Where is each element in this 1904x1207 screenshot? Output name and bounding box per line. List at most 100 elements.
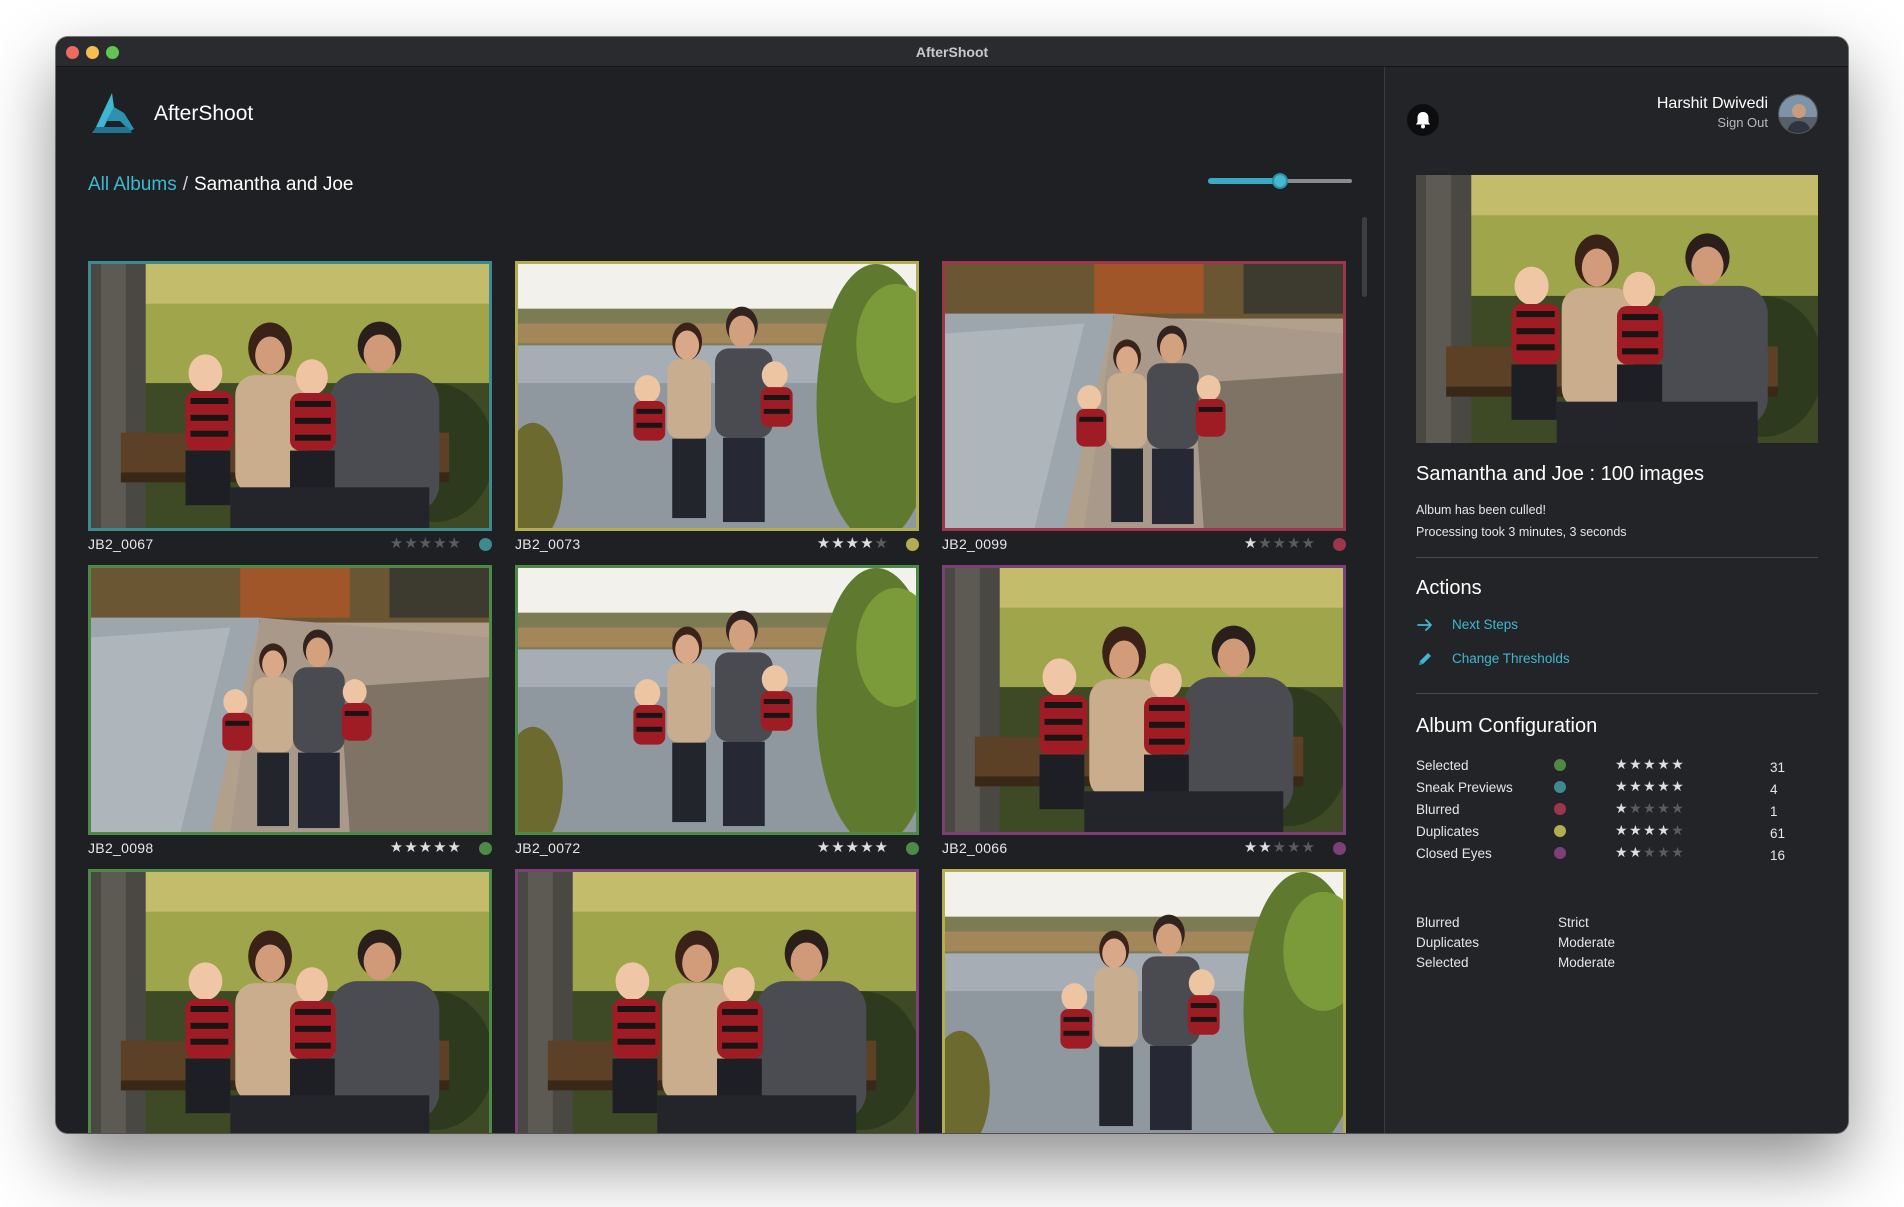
zoom-window-button[interactable]	[106, 46, 119, 59]
config-rating: ★★★★★	[1615, 800, 1685, 817]
next-steps-action[interactable]: Next Steps	[1416, 615, 1616, 637]
star-icon[interactable]: ★	[874, 535, 889, 552]
threshold-value: Strict	[1558, 915, 1589, 930]
star-icon[interactable]: ★	[1287, 839, 1302, 856]
avatar[interactable]	[1778, 94, 1818, 134]
star-icon: ★	[1671, 756, 1686, 772]
star-icon: ★	[1671, 778, 1686, 794]
star-icon: ★	[1657, 822, 1672, 838]
photo-filename: JB2_0067	[88, 536, 154, 552]
star-icon[interactable]: ★	[389, 535, 405, 552]
photo-image	[91, 264, 489, 528]
photo-card[interactable]: JB2_0067 ★★★★★	[88, 261, 492, 557]
star-icon[interactable]: ★	[433, 839, 448, 856]
photo-thumbnail[interactable]	[942, 261, 1346, 531]
star-icon: ★	[1615, 800, 1630, 816]
photo-card[interactable]: JB2_0066 ★★★★★	[942, 565, 1346, 861]
photo-rating[interactable]: ★★★★★	[390, 534, 462, 552]
photo-thumbnail[interactable]	[88, 869, 492, 1133]
star-icon[interactable]: ★	[816, 839, 832, 856]
grid-scrollbar[interactable]	[1362, 217, 1367, 297]
star-icon[interactable]: ★	[447, 839, 462, 856]
breadcrumb-separator: /	[182, 174, 188, 195]
star-icon[interactable]: ★	[1301, 839, 1316, 856]
star-icon[interactable]: ★	[418, 839, 434, 856]
star-icon[interactable]: ★	[845, 839, 861, 856]
star-icon: ★	[1657, 844, 1672, 860]
photo-image	[91, 568, 489, 832]
star-icon: ★	[1643, 822, 1658, 838]
star-icon[interactable]: ★	[404, 535, 419, 552]
threshold-row: Selected Moderate	[1416, 955, 1818, 975]
star-icon[interactable]: ★	[1287, 535, 1302, 552]
divider	[1416, 557, 1818, 558]
photo-rating[interactable]: ★★★★★	[817, 838, 889, 856]
star-icon[interactable]: ★	[831, 535, 846, 552]
star-icon[interactable]: ★	[1272, 839, 1288, 856]
photo-thumbnail[interactable]	[88, 261, 492, 531]
star-icon[interactable]: ★	[874, 839, 889, 856]
photo-thumbnail[interactable]	[942, 565, 1346, 835]
config-label: Blurred	[1416, 802, 1460, 817]
photo-card[interactable]: JB2_0072 ★★★★★	[515, 565, 919, 861]
sign-out-link[interactable]: Sign Out	[1717, 115, 1768, 130]
photo-filename: JB2_0073	[515, 536, 581, 552]
config-color-dot	[1554, 825, 1566, 837]
photo-thumbnail[interactable]	[515, 869, 919, 1133]
config-count: 16	[1770, 848, 1786, 863]
photo-card[interactable]: JB2_0058★★★★★	[515, 869, 919, 1133]
config-row: Closed Eyes ★★★★★ 16	[1416, 843, 1818, 865]
photo-image	[518, 872, 916, 1133]
star-icon[interactable]: ★	[1258, 839, 1273, 856]
star-icon[interactable]: ★	[433, 535, 448, 552]
star-icon[interactable]: ★	[1243, 535, 1259, 552]
photo-card[interactable]: JB2_0073 ★★★★★	[515, 261, 919, 557]
star-icon: ★	[1643, 844, 1658, 860]
star-icon[interactable]: ★	[1272, 535, 1288, 552]
change-thresholds-action[interactable]: Change Thresholds	[1416, 649, 1616, 671]
photo-caption: JB2_0073 ★★★★★	[515, 533, 919, 557]
photo-thumbnail[interactable]	[88, 565, 492, 835]
breadcrumb-all-albums-link[interactable]: All Albums	[88, 174, 177, 195]
star-icon[interactable]: ★	[389, 839, 405, 856]
photo-filename: JB2_0072	[515, 840, 581, 856]
star-icon[interactable]: ★	[1243, 839, 1259, 856]
star-icon[interactable]: ★	[831, 839, 846, 856]
photo-rating[interactable]: ★★★★★	[1244, 838, 1316, 856]
aftershoot-logo-icon	[92, 93, 134, 133]
photo-thumbnail[interactable]	[515, 261, 919, 531]
photo-thumbnail[interactable]	[942, 869, 1346, 1133]
star-icon[interactable]: ★	[404, 839, 419, 856]
photo-rating[interactable]: ★★★★★	[390, 838, 462, 856]
config-row: Selected ★★★★★ 31	[1416, 755, 1818, 777]
star-icon: ★	[1657, 778, 1672, 794]
star-icon[interactable]: ★	[1301, 535, 1316, 552]
slider-fill	[1208, 178, 1280, 184]
slider-thumb[interactable]	[1272, 173, 1288, 189]
category-dot	[479, 538, 492, 551]
star-icon[interactable]: ★	[816, 535, 832, 552]
photo-thumbnail[interactable]	[515, 565, 919, 835]
photo-card[interactable]: JB2_0064★★★★★	[88, 869, 492, 1133]
star-icon[interactable]: ★	[447, 535, 462, 552]
main-area: AfterShoot All Albums / Samantha and Joe	[56, 67, 1383, 1133]
photo-card[interactable]: JB2_0098 ★★★★★	[88, 565, 492, 861]
star-icon[interactable]: ★	[845, 535, 861, 552]
photo-rating[interactable]: ★★★★★	[817, 534, 889, 552]
close-window-button[interactable]	[66, 46, 79, 59]
notifications-button[interactable]	[1407, 104, 1439, 136]
config-count: 31	[1770, 760, 1786, 775]
star-icon[interactable]: ★	[860, 839, 875, 856]
star-icon[interactable]: ★	[1258, 535, 1273, 552]
threshold-row: Duplicates Moderate	[1416, 935, 1818, 955]
photo-card[interactable]: JB2_0099 ★★★★★	[942, 261, 1346, 557]
minimize-window-button[interactable]	[86, 46, 99, 59]
photo-card[interactable]: JB2_0071★★★★★	[942, 869, 1346, 1133]
star-icon[interactable]: ★	[860, 535, 875, 552]
photo-rating[interactable]: ★★★★★	[1244, 534, 1316, 552]
star-icon[interactable]: ★	[418, 535, 434, 552]
thumbnail-size-slider[interactable]	[1208, 171, 1352, 191]
photo-image	[91, 872, 489, 1133]
config-count: 4	[1770, 782, 1778, 797]
photo-image	[945, 264, 1343, 528]
